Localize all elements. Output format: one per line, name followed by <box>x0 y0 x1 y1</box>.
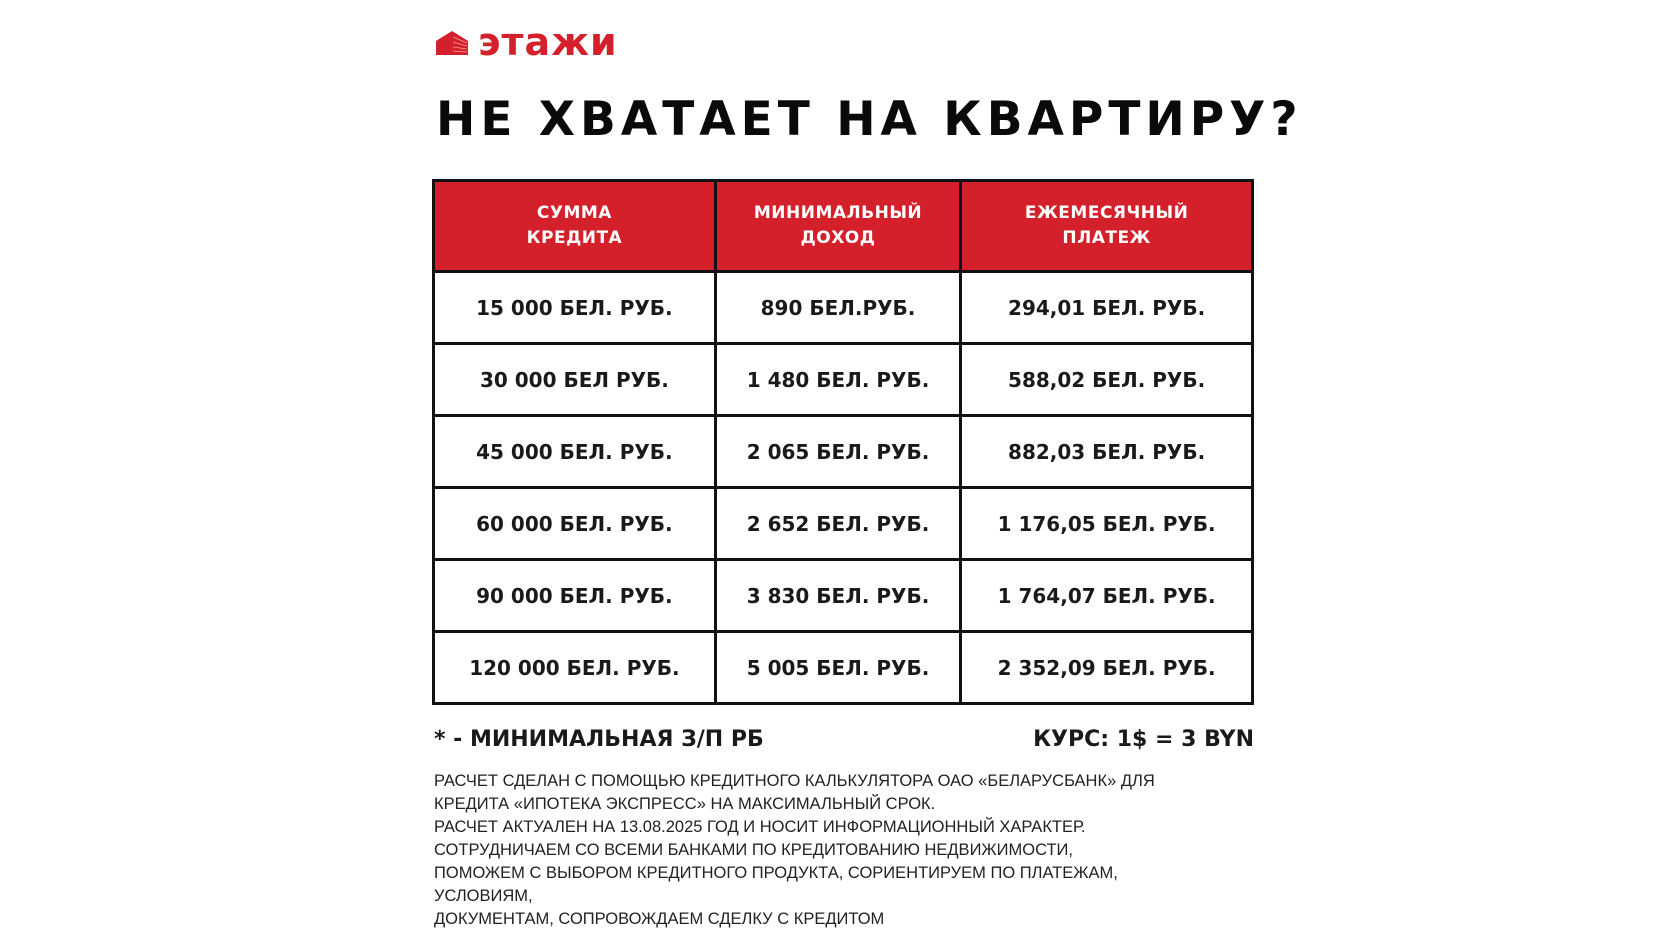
loan-amount-cell: 90 000 БЕЛ. РУБ. <box>432 558 717 633</box>
disclaimer-line: РАСЧЕТ АКТУАЛЕН НА 13.08.2025 ГОД И НОСИ… <box>434 818 1086 836</box>
page-title: НЕ ХВАТАЕТ НА КВАРТИРУ? <box>436 92 1303 147</box>
exchange-rate: КУРС: 1$ = 3 BYN <box>1033 727 1254 752</box>
loan-amount-cell: 30 000 БЕЛ РУБ. <box>432 342 717 417</box>
monthly-payment-cell: 588,02 БЕЛ. РУБ. <box>959 342 1254 417</box>
monthly-payment-cell: 294,01 БЕЛ. РУБ. <box>959 270 1254 345</box>
loan-table: СУММА КРЕДИТА МИНИМАЛЬНЫЙ ДОХОД ЕЖЕМЕСЯЧ… <box>432 179 1254 705</box>
min-income-cell: 3 830 БЕЛ. РУБ. <box>713 558 963 633</box>
building-icon <box>436 31 468 55</box>
monthly-payment-cell: 1 764,07 БЕЛ. РУБ. <box>959 558 1254 633</box>
table-row: 90 000 БЕЛ. РУБ. 3 830 БЕЛ. РУБ. 1 764,07 … <box>432 558 1254 633</box>
monthly-payment-cell: 2 352,09 БЕЛ. РУБ. <box>959 630 1254 705</box>
header-min-income: МИНИМАЛЬНЫЙ ДОХОД <box>713 179 963 273</box>
min-income-cell: 890 БЕЛ.РУБ. <box>713 270 963 345</box>
min-income-cell: 2 652 БЕЛ. РУБ. <box>713 486 963 561</box>
table-row: 30 000 БЕЛ РУБ. 1 480 БЕЛ. РУБ. 588,02 БЕЛ… <box>432 342 1254 417</box>
min-income-cell: 2 065 БЕЛ. РУБ. <box>713 414 963 489</box>
brand-logo: этажи <box>436 22 618 62</box>
min-wage-note: * - МИНИМАЛЬНАЯ З/П РБ <box>434 727 764 752</box>
table-row: 45 000 БЕЛ. РУБ. 2 065 БЕЛ. РУБ. 882,03 БЕ… <box>432 414 1254 489</box>
monthly-payment-cell: 882,03 БЕЛ. РУБ. <box>959 414 1254 489</box>
disclaimer: РАСЧЕТ СДЕЛАН С ПОМОЩЬЮ КРЕДИТНОГО КАЛЬК… <box>434 770 1274 931</box>
monthly-payment-cell: 1 176,05 БЕЛ. РУБ. <box>959 486 1254 561</box>
header-loan-amount: СУММА КРЕДИТА <box>432 179 717 273</box>
disclaimer-line: ДОКУМЕНТАМ, СОПРОВОЖДАЕМ СДЕЛКУ С КРЕДИТ… <box>434 910 885 928</box>
disclaimer-line: ПОМОЖЕМ С ВЫБОРОМ КРЕДИТНОГО ПРОДУКТА, С… <box>434 864 1118 882</box>
table-header-row: СУММА КРЕДИТА МИНИМАЛЬНЫЙ ДОХОД ЕЖЕМЕСЯЧ… <box>432 179 1254 273</box>
disclaimer-line: СОТРУДНИЧАЕМ СО ВСЕМИ БАНКАМИ ПО КРЕДИТО… <box>434 841 1073 859</box>
disclaimer-line: УСЛОВИЯМ, <box>434 887 533 905</box>
disclaimer-line: РАСЧЕТ СДЕЛАН С ПОМОЩЬЮ КРЕДИТНОГО КАЛЬК… <box>434 772 1155 790</box>
table-row: 120 000 БЕЛ. РУБ. 5 005 БЕЛ. РУБ. 2 352,09… <box>432 630 1254 705</box>
table-row: 60 000 БЕЛ. РУБ. 2 652 БЕЛ. РУБ. 1 176,05 … <box>432 486 1254 561</box>
min-income-cell: 1 480 БЕЛ. РУБ. <box>713 342 963 417</box>
loan-amount-cell: 45 000 БЕЛ. РУБ. <box>432 414 717 489</box>
disclaimer-line: КРЕДИТА «ИПОТЕКА ЭКСПРЕСС» НА МАКСИМАЛЬН… <box>434 795 936 813</box>
header-monthly-payment: ЕЖЕМЕСЯЧНЫЙ ПЛАТЕЖ <box>959 179 1254 273</box>
loan-amount-cell: 15 000 БЕЛ. РУБ. <box>432 270 717 345</box>
brand-name: этажи <box>478 20 618 64</box>
min-income-cell: 5 005 БЕЛ. РУБ. <box>713 630 963 705</box>
table-row: 15 000 БЕЛ. РУБ. 890 БЕЛ.РУБ. 294,01 БЕЛ. … <box>432 270 1254 345</box>
loan-amount-cell: 60 000 БЕЛ. РУБ. <box>432 486 717 561</box>
loan-amount-cell: 120 000 БЕЛ. РУБ. <box>432 630 717 705</box>
